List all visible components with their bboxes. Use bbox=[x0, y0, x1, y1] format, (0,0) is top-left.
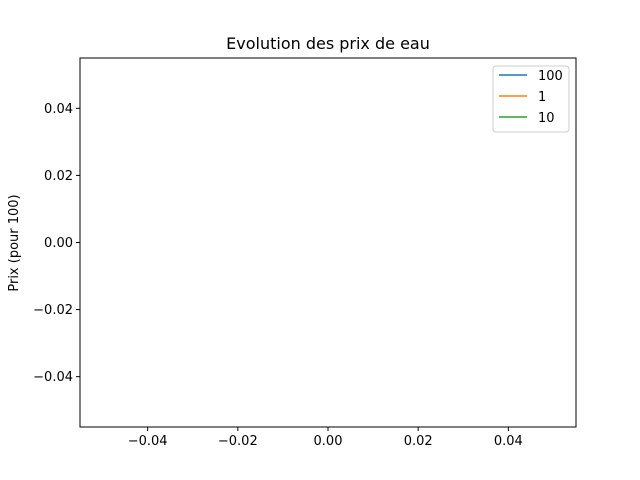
x-axis-ticks: −0.04 −0.02 0.00 0.02 0.04 bbox=[128, 427, 523, 449]
x-tick-label: 0.02 bbox=[404, 434, 433, 449]
x-tick-label: −0.04 bbox=[128, 434, 168, 449]
y-tick-label: 0.02 bbox=[44, 169, 73, 184]
y-axis-label: Prix (pour 100) bbox=[7, 194, 22, 291]
x-tick-label: 0.04 bbox=[494, 434, 523, 449]
legend-label: 100 bbox=[538, 69, 563, 84]
y-tick-label: 0.00 bbox=[44, 236, 73, 251]
chart-title: Evolution des prix de eau bbox=[226, 34, 430, 53]
plot-area-frame bbox=[79, 57, 577, 428]
y-tick-label: −0.04 bbox=[33, 370, 73, 385]
legend-label: 1 bbox=[538, 90, 546, 105]
y-tick-label: −0.02 bbox=[33, 303, 73, 318]
x-tick-label: 0.00 bbox=[314, 434, 343, 449]
legend-label: 10 bbox=[538, 111, 555, 126]
legend: 100 1 10 bbox=[492, 65, 570, 133]
x-tick-label: −0.02 bbox=[218, 434, 258, 449]
legend-box bbox=[492, 65, 570, 133]
y-tick-label: 0.04 bbox=[44, 102, 73, 117]
y-axis-ticks: −0.04 −0.02 0.00 0.02 0.04 bbox=[33, 102, 80, 385]
